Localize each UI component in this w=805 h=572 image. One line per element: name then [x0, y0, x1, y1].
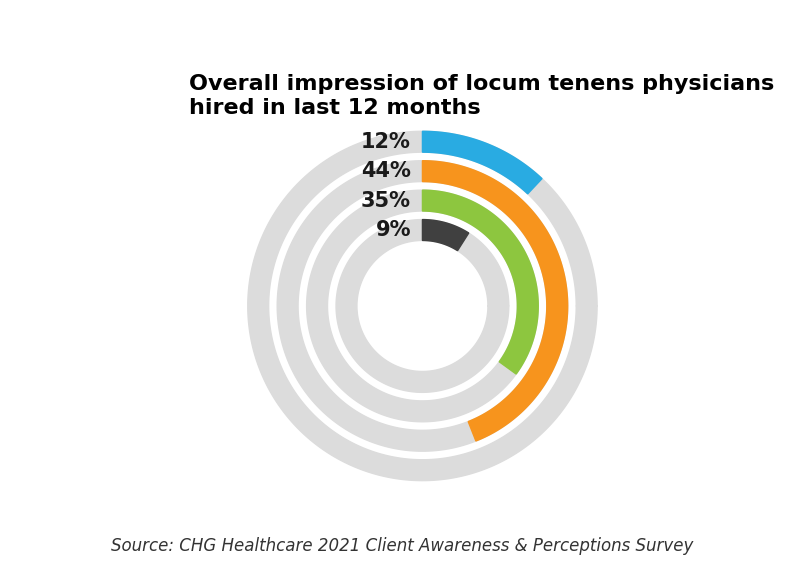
Text: 35%: 35% [361, 190, 411, 210]
Polygon shape [248, 132, 597, 480]
Text: 44%: 44% [361, 161, 411, 181]
Polygon shape [307, 190, 539, 422]
Text: Source: CHG Healthcare 2021 Client Awareness & Perceptions Survey: Source: CHG Healthcare 2021 Client Aware… [111, 537, 694, 555]
Polygon shape [423, 220, 469, 251]
Text: 12%: 12% [361, 132, 411, 152]
Polygon shape [423, 161, 568, 441]
Polygon shape [423, 132, 542, 194]
Polygon shape [336, 220, 509, 392]
Text: Overall impression of locum tenens physicians hired in last 12 months: Overall impression of locum tenens physi… [189, 74, 774, 117]
Text: 9%: 9% [376, 220, 411, 240]
Polygon shape [423, 190, 539, 374]
Polygon shape [277, 161, 568, 451]
